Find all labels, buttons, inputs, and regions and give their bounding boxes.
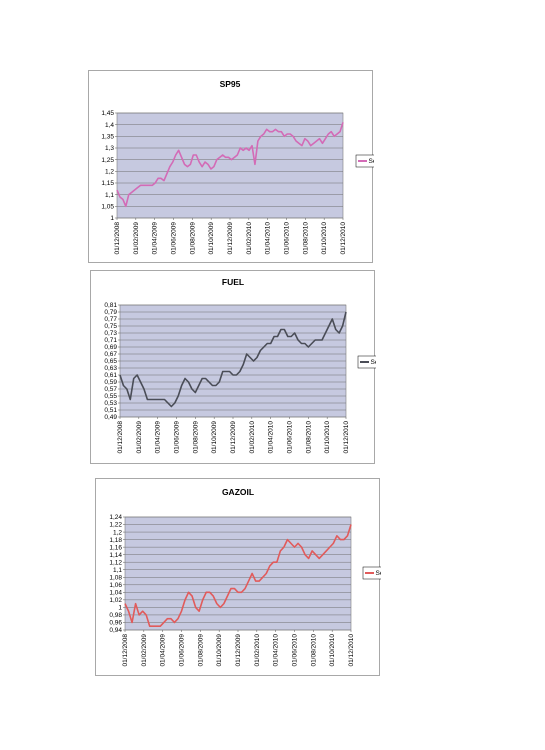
y-tick-label: 0,57 <box>104 386 117 393</box>
x-tick-label: 01/10/2009 <box>211 421 218 454</box>
gazoil-chart: GAZOIL 1,24 1,22 1,2 1,18 1,16 1,14 1,12 1,1 1,08… <box>95 478 382 676</box>
x-tick-label: 01/06/2010 <box>292 634 299 667</box>
y-tick-label: 0,69 <box>104 344 117 351</box>
x-tick-label: 01/08/2010 <box>305 421 312 454</box>
y-tick-label: 1,05 <box>101 204 114 211</box>
y-tick-label: 1,12 <box>109 559 122 566</box>
x-tick-label: 01/12/2010 <box>343 421 350 454</box>
y-tick-label: 1,18 <box>109 537 122 544</box>
x-tick-label: 01/10/2010 <box>329 634 336 667</box>
y-tick-label: 1,45 <box>101 110 114 117</box>
plot-area <box>116 112 344 219</box>
legend-label: Série1 <box>369 158 375 165</box>
x-tick-label: 01/06/2010 <box>287 421 294 454</box>
y-tick-label: 1,3 <box>105 145 114 152</box>
x-tick-label: 01/06/2009 <box>171 222 178 255</box>
x-tick-label: 01/08/2009 <box>189 222 196 255</box>
y-tick-label: 1,2 <box>113 529 122 536</box>
x-tick-label: 01/10/2010 <box>321 222 328 255</box>
x-tick-label: 01/08/2009 <box>192 421 199 454</box>
x-tick-label: 01/12/2010 <box>348 634 355 667</box>
x-tick-label: 01/12/2009 <box>235 634 242 667</box>
x-tick-label: 01/02/2009 <box>136 421 143 454</box>
y-tick-label: 0,59 <box>104 379 117 386</box>
x-tick-label: 01/08/2010 <box>310 634 317 667</box>
y-tick-label: 1,2 <box>105 169 114 176</box>
x-tick-label: 01/04/2010 <box>268 421 275 454</box>
x-tick-label: 01/06/2009 <box>174 421 181 454</box>
x-tick-label: 01/12/2010 <box>340 222 347 255</box>
series-line <box>124 524 352 628</box>
x-tick-label: 01/04/2009 <box>155 421 162 454</box>
y-tick-label: 0,79 <box>104 309 117 316</box>
x-tick-label: 01/04/2010 <box>273 634 280 667</box>
y-tick-label: 1,14 <box>109 552 122 559</box>
x-tick-label: 01/12/2008 <box>122 634 129 667</box>
plot-area <box>124 516 352 631</box>
sp95-chart: SP95 1,45 1,4 1,35 1,3 1,25 1,2 1,15 1,1 1,05 1 01/… <box>88 70 375 263</box>
y-tick-label: 0,81 <box>104 302 117 309</box>
y-tick-label: 1 <box>110 215 114 222</box>
x-tick-label: 01/12/2009 <box>227 222 234 255</box>
y-tick-label: 1,06 <box>109 582 122 589</box>
x-tick-label: 01/02/2010 <box>254 634 261 667</box>
y-tick-label: 1,02 <box>109 597 122 604</box>
x-tick-label: 01/12/2009 <box>230 421 237 454</box>
y-tick-label: 1 <box>118 605 122 612</box>
chart-title: GAZOIL <box>222 487 254 497</box>
x-tick-label: 01/10/2010 <box>324 421 331 454</box>
y-tick-label: 0,65 <box>104 358 117 365</box>
y-tick-label: 1,16 <box>109 544 122 551</box>
y-tick-label: 0,75 <box>104 323 117 330</box>
x-tick-label: 01/06/2009 <box>179 634 186 667</box>
y-tick-label: 0,53 <box>104 400 117 407</box>
y-tick-label: 1,1 <box>113 567 122 574</box>
y-tick-label: 1,04 <box>109 590 122 597</box>
y-tick-label: 1,15 <box>101 180 114 187</box>
y-tick-label: 0,94 <box>109 627 122 634</box>
sp95-chart-svg: SP951,451,41,351,31,251,21,151,11,05101/… <box>101 79 375 255</box>
x-tick-label: 01/08/2009 <box>197 634 204 667</box>
x-tick-label: 01/12/2008 <box>117 421 124 454</box>
gazoil-chart-svg: GAZOIL 1,241,221,21,181,161,141,121,11,08… <box>109 487 382 667</box>
x-tick-label: 01/04/2010 <box>265 222 272 255</box>
x-tick-label: 01/04/2009 <box>152 222 159 255</box>
fuel-chart-svg: FUEL 0,810,790,770,750,730,710,690,670,65… <box>104 277 377 454</box>
fuel-chart: FUEL 0,81 0,79 0,77 0,75 0,73 0,71 0,69 0,67 0,65… <box>90 270 377 464</box>
y-tick-label: 1,1 <box>105 192 114 199</box>
x-tick-label: 01/08/2010 <box>302 222 309 255</box>
x-tick-label: 01/02/2010 <box>246 222 253 255</box>
series-line <box>119 311 347 408</box>
chart-title: FUEL <box>222 277 244 287</box>
y-tick-label: 1,22 <box>109 522 122 529</box>
chart-title: SP95 <box>220 79 241 89</box>
x-tick-label: 01/04/2009 <box>160 634 167 667</box>
y-tick-label: 0,73 <box>104 330 117 337</box>
y-tick-label: 1,08 <box>109 574 122 581</box>
y-tick-label: 0,98 <box>109 612 122 619</box>
x-tick-label: 01/02/2009 <box>133 222 140 255</box>
y-tick-label: 0,61 <box>104 372 117 379</box>
x-tick-label: 01/02/2010 <box>249 421 256 454</box>
legend-label: Série1 <box>376 570 382 577</box>
y-tick-label: 0,55 <box>104 393 117 400</box>
legend-label: Série1 <box>371 359 377 366</box>
x-tick-label: 01/02/2009 <box>141 634 148 667</box>
x-tick-label: 01/12/2008 <box>114 222 121 255</box>
y-tick-label: 0,71 <box>104 337 117 344</box>
x-tick-label: 01/10/2009 <box>216 634 223 667</box>
y-tick-label: 0,67 <box>104 351 117 358</box>
series-line <box>116 122 344 208</box>
y-tick-label: 0,77 <box>104 316 117 323</box>
x-tick-label: 01/10/2009 <box>208 222 215 255</box>
x-tick-label: 01/06/2010 <box>284 222 291 255</box>
y-tick-label: 0,96 <box>109 620 122 627</box>
y-tick-label: 1,25 <box>101 157 114 164</box>
y-tick-label: 1,24 <box>109 514 122 521</box>
y-tick-label: 0,51 <box>104 407 117 414</box>
y-tick-label: 1,35 <box>101 134 114 141</box>
y-tick-label: 0,63 <box>104 365 117 372</box>
y-tick-label: 0,49 <box>104 414 117 421</box>
y-tick-label: 1,4 <box>105 122 114 129</box>
